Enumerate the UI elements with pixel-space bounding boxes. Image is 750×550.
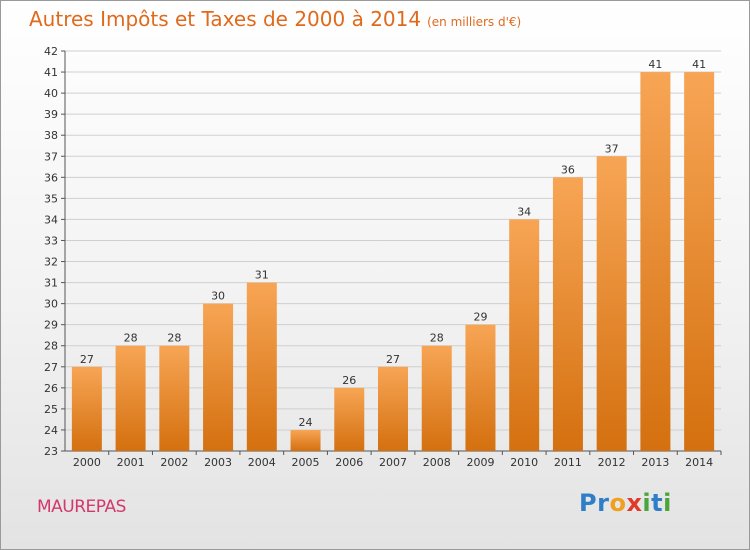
bar-2000 bbox=[71, 366, 102, 451]
x-tick-label-2007: 2007 bbox=[379, 456, 407, 469]
x-tick-label-2006: 2006 bbox=[335, 456, 363, 469]
x-tick-label-2001: 2001 bbox=[117, 456, 145, 469]
data-label-2001: 28 bbox=[124, 332, 138, 345]
chart-subtitle: (en milliers d'€) bbox=[427, 15, 522, 29]
y-tick-label: 35 bbox=[44, 192, 58, 205]
x-tick-label-2010: 2010 bbox=[510, 456, 538, 469]
data-label-2002: 28 bbox=[167, 332, 181, 345]
bars bbox=[71, 72, 715, 451]
y-tick-label: 31 bbox=[44, 277, 58, 290]
x-tick-label-2009: 2009 bbox=[466, 456, 494, 469]
bar-2009 bbox=[465, 324, 496, 451]
proxiti-logo[interactable]: Proxiti bbox=[579, 489, 672, 517]
logo-letter: i bbox=[642, 489, 652, 517]
data-label-2007: 27 bbox=[386, 353, 400, 366]
data-label-2014: 41 bbox=[692, 58, 706, 71]
bar-2003 bbox=[203, 303, 234, 451]
y-tick-label: 27 bbox=[44, 361, 58, 374]
x-tick-label-2003: 2003 bbox=[204, 456, 232, 469]
bar-2007 bbox=[378, 366, 408, 451]
logo-letter: x bbox=[626, 489, 643, 517]
y-tick-label: 36 bbox=[44, 171, 58, 184]
bar-2006 bbox=[334, 387, 365, 451]
y-tick-label: 32 bbox=[44, 256, 58, 269]
y-tick-label: 39 bbox=[44, 108, 58, 121]
x-tick-label-2002: 2002 bbox=[160, 456, 188, 469]
data-label-2004: 31 bbox=[255, 269, 269, 282]
y-tick-label: 25 bbox=[44, 403, 58, 416]
chart-title: Autres Impôts et Taxes de 2000 à 2014 (en… bbox=[29, 7, 521, 31]
x-tick-label-2012: 2012 bbox=[598, 456, 626, 469]
y-tick-label: 34 bbox=[44, 213, 58, 226]
x-tick-label-2004: 2004 bbox=[248, 456, 276, 469]
y-tick-label: 38 bbox=[44, 129, 58, 142]
data-label-2012: 37 bbox=[605, 142, 619, 155]
data-label-2010: 34 bbox=[517, 205, 531, 218]
logo-letter: P bbox=[579, 489, 598, 517]
bar-2001 bbox=[115, 345, 146, 451]
logo-letter: i bbox=[663, 489, 672, 517]
bar-2008 bbox=[421, 345, 452, 451]
data-label-2000: 27 bbox=[80, 353, 94, 366]
x-tick-label-2000: 2000 bbox=[73, 456, 101, 469]
logo-letter: r bbox=[597, 489, 610, 517]
y-tick-label: 26 bbox=[44, 382, 58, 395]
bar-2004 bbox=[246, 282, 277, 451]
y-tick-label: 23 bbox=[44, 445, 58, 458]
bar-2010 bbox=[509, 219, 540, 451]
x-tick-label-2008: 2008 bbox=[423, 456, 451, 469]
logo-letter: o bbox=[609, 489, 627, 517]
data-label-2006: 26 bbox=[342, 374, 356, 387]
data-label-2013: 41 bbox=[648, 58, 662, 71]
y-tick-label: 29 bbox=[44, 319, 58, 332]
data-label-2009: 29 bbox=[473, 311, 487, 324]
bar-2011 bbox=[552, 177, 583, 451]
data-label-2005: 24 bbox=[299, 416, 313, 429]
logo-letter: t bbox=[651, 489, 664, 517]
y-tick-label: 37 bbox=[44, 150, 58, 163]
y-tick-label: 30 bbox=[44, 298, 58, 311]
x-tick-label-2014: 2014 bbox=[685, 456, 713, 469]
bar-2002 bbox=[159, 345, 190, 451]
data-label-2011: 36 bbox=[561, 163, 575, 176]
labels: 23 24 25 26 27 28 29 30 31 32 33 34 35 36 37 38 39 40 41 42… bbox=[44, 45, 713, 469]
y-tick-label: 24 bbox=[44, 424, 58, 437]
x-tick-label-2005: 2005 bbox=[292, 456, 320, 469]
data-label-2003: 30 bbox=[211, 290, 225, 303]
x-tick-label-2013: 2013 bbox=[641, 456, 669, 469]
chart-title-text: Autres Impôts et Taxes de 2000 à 2014 bbox=[29, 7, 422, 31]
y-tick-label: 33 bbox=[44, 234, 58, 247]
bar-2013 bbox=[640, 72, 671, 451]
y-tick-label: 28 bbox=[44, 340, 58, 353]
x-tick-label-2011: 2011 bbox=[554, 456, 582, 469]
y-tick-label: 42 bbox=[44, 45, 58, 58]
bar-2005 bbox=[290, 429, 321, 451]
data-label-2008: 28 bbox=[430, 332, 444, 345]
y-tick-label: 40 bbox=[44, 87, 58, 100]
y-tick-label: 41 bbox=[44, 66, 58, 79]
city-name: MAUREPAS bbox=[37, 497, 126, 517]
bar-2014 bbox=[684, 72, 715, 451]
bar-2012 bbox=[596, 156, 627, 451]
